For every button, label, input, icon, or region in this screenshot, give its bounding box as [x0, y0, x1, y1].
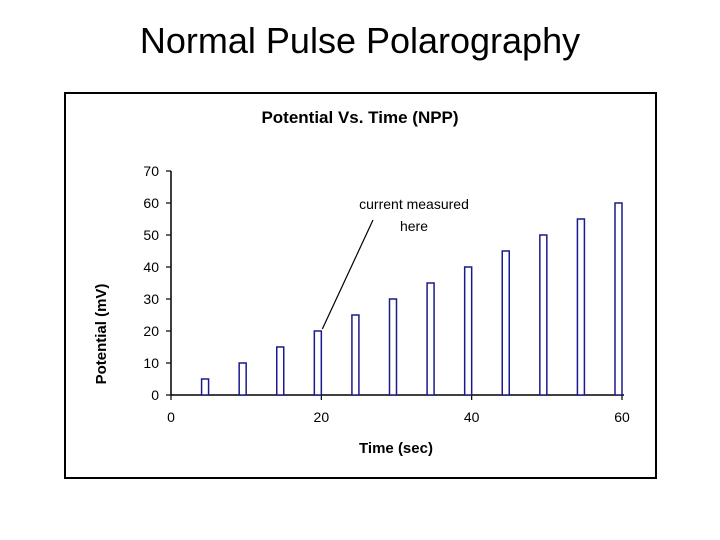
y-tick-label: 50 — [143, 227, 159, 243]
y-ticks: 0 10 20 30 40 50 60 70 — [143, 163, 171, 403]
x-ticks: 0 20 40 60 — [167, 395, 630, 425]
chart-frame: Potential Vs. Time (NPP) Potential (mV) … — [64, 92, 657, 479]
bars — [200, 202, 623, 396]
y-tick-label: 40 — [143, 259, 159, 275]
annotation-line-1: current measured — [359, 196, 469, 212]
potential-time-chart: Potential Vs. Time (NPP) Potential (mV) … — [93, 108, 630, 457]
bar — [313, 330, 323, 396]
y-tick-label: 20 — [143, 323, 159, 339]
bar — [426, 282, 435, 396]
x-tick-label: 0 — [167, 409, 175, 425]
bar — [501, 250, 510, 396]
y-tick-label: 10 — [143, 355, 159, 371]
bar — [238, 362, 247, 396]
x-tick-label: 20 — [314, 409, 330, 425]
annotation: current measured here — [321, 196, 469, 330]
bar — [388, 298, 398, 396]
y-tick-label: 0 — [151, 387, 159, 403]
y-tick-label: 60 — [143, 195, 159, 211]
annotation-pointer-line — [321, 219, 374, 330]
bar — [614, 202, 623, 396]
y-axis-label: Potential (mV) — [93, 284, 110, 385]
bar — [351, 314, 360, 396]
annotation-line-2: here — [400, 218, 428, 234]
slide-title: Normal Pulse Polarography — [139, 20, 581, 61]
y-tick-label: 70 — [143, 163, 159, 179]
bar — [276, 346, 285, 396]
x-axis-label: Time (sec) — [359, 440, 433, 457]
x-tick-label: 40 — [464, 409, 480, 425]
bar — [539, 234, 548, 396]
bar — [200, 378, 210, 396]
x-tick-label: 60 — [614, 409, 630, 425]
y-tick-label: 30 — [143, 291, 159, 307]
chart-title: Potential Vs. Time (NPP) — [261, 108, 458, 127]
bar — [576, 218, 586, 396]
bar — [463, 266, 473, 396]
